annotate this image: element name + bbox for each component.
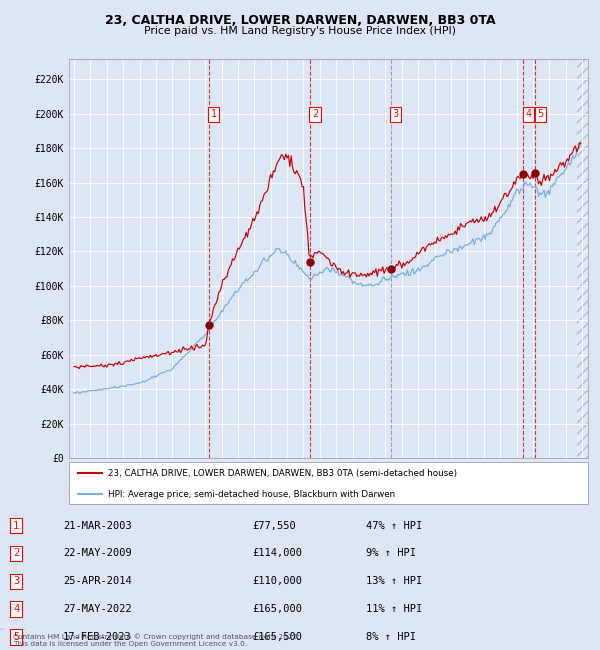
Text: 3: 3 <box>392 109 399 119</box>
Text: 9% ↑ HPI: 9% ↑ HPI <box>366 549 416 558</box>
Text: 4: 4 <box>526 109 532 119</box>
Text: 5: 5 <box>13 632 19 642</box>
Text: 8% ↑ HPI: 8% ↑ HPI <box>366 632 416 642</box>
Text: 5: 5 <box>537 109 544 119</box>
Text: £77,550: £77,550 <box>252 521 296 530</box>
Bar <box>577 58 588 458</box>
Text: 21-MAR-2003: 21-MAR-2003 <box>63 521 132 530</box>
Bar <box>577 58 588 458</box>
Text: 23, CALTHA DRIVE, LOWER DARWEN, DARWEN, BB3 0TA: 23, CALTHA DRIVE, LOWER DARWEN, DARWEN, … <box>104 14 496 27</box>
Text: 1: 1 <box>13 521 19 530</box>
Text: 27-MAY-2022: 27-MAY-2022 <box>63 604 132 614</box>
Text: 47% ↑ HPI: 47% ↑ HPI <box>366 521 422 530</box>
Text: 13% ↑ HPI: 13% ↑ HPI <box>366 577 422 586</box>
Text: £110,000: £110,000 <box>252 577 302 586</box>
Text: 25-APR-2014: 25-APR-2014 <box>63 577 132 586</box>
Text: Price paid vs. HM Land Registry's House Price Index (HPI): Price paid vs. HM Land Registry's House … <box>144 26 456 36</box>
Text: £165,000: £165,000 <box>252 604 302 614</box>
Text: 22-MAY-2009: 22-MAY-2009 <box>63 549 132 558</box>
Text: 2: 2 <box>312 109 318 119</box>
Text: 23, CALTHA DRIVE, LOWER DARWEN, DARWEN, BB3 0TA (semi-detached house): 23, CALTHA DRIVE, LOWER DARWEN, DARWEN, … <box>108 469 457 478</box>
Text: Contains HM Land Registry data © Crown copyright and database right 2025.
This d: Contains HM Land Registry data © Crown c… <box>13 633 300 647</box>
Text: HPI: Average price, semi-detached house, Blackburn with Darwen: HPI: Average price, semi-detached house,… <box>108 490 395 499</box>
Text: 1: 1 <box>211 109 217 119</box>
Text: 17-FEB-2023: 17-FEB-2023 <box>63 632 132 642</box>
Text: £114,000: £114,000 <box>252 549 302 558</box>
Text: 11% ↑ HPI: 11% ↑ HPI <box>366 604 422 614</box>
Text: 2: 2 <box>13 549 19 558</box>
Text: 3: 3 <box>13 577 19 586</box>
Text: £165,500: £165,500 <box>252 632 302 642</box>
Text: 4: 4 <box>13 604 19 614</box>
